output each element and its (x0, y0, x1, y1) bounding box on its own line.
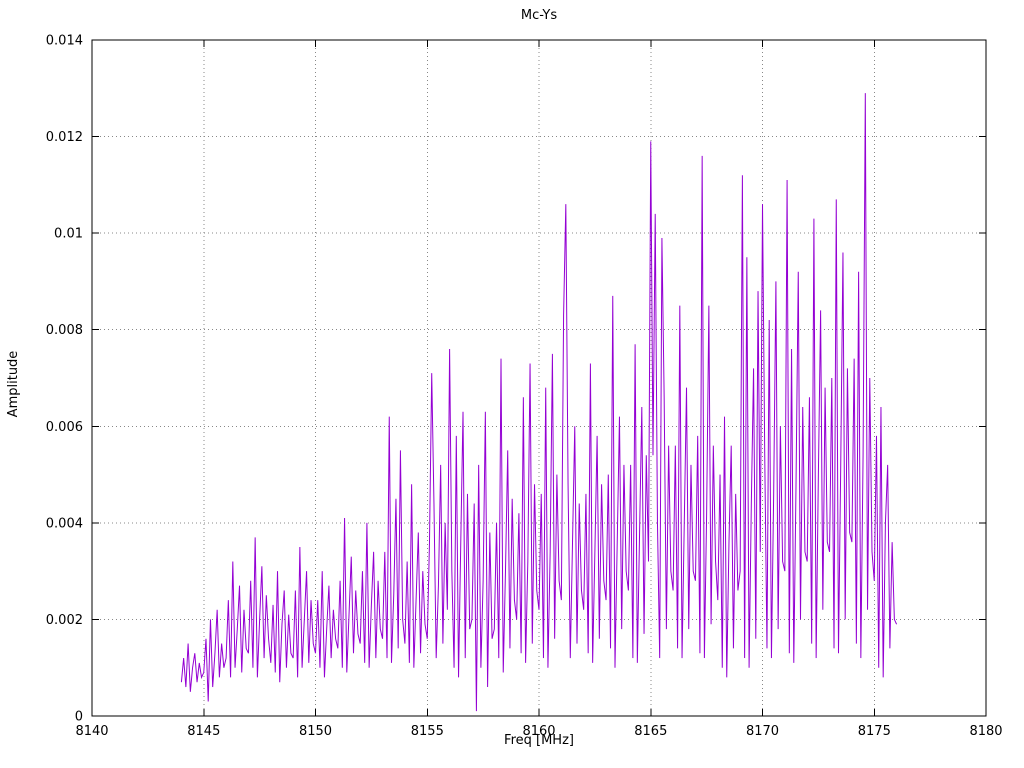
y-tick-label: 0.004 (46, 516, 83, 531)
y-axis-label: Amplitude (6, 350, 21, 418)
y-tick-label: 0.01 (54, 227, 83, 242)
x-tick-label: 8170 (746, 724, 779, 739)
gridlines (91, 39, 987, 717)
x-tick-label: 8160 (522, 724, 555, 739)
signal-trace (180, 93, 898, 712)
y-tick-label: 0.006 (46, 420, 83, 435)
x-tick-label: 8180 (969, 724, 1002, 739)
y-tick-label: 0.008 (46, 323, 83, 338)
y-tick-label: 0.014 (46, 34, 83, 49)
x-tick-labels: 8140 8145 8150 8155 8160 8165 8170 8175 8180 (75, 724, 1002, 739)
y-tick-label: 0.002 (46, 613, 83, 628)
y-tick-label: 0.012 (46, 130, 83, 145)
x-tick-label: 8155 (411, 724, 444, 739)
x-tick-label: 8140 (75, 724, 108, 739)
x-tick-label: 8165 (634, 724, 667, 739)
x-tick-label: 8175 (858, 724, 891, 739)
x-axis-label: Freq [MHz] (504, 733, 574, 748)
y-tick-labels: 0 0.002 0.004 0.006 0.008 0.01 0.012 0.014 (46, 34, 83, 725)
x-tick-label: 8150 (299, 724, 332, 739)
y-tick-label: 0 (75, 710, 83, 725)
chart-title: Mc-Ys (520, 8, 558, 23)
x-tick-label: 8145 (187, 724, 220, 739)
plot-border (91, 39, 987, 717)
